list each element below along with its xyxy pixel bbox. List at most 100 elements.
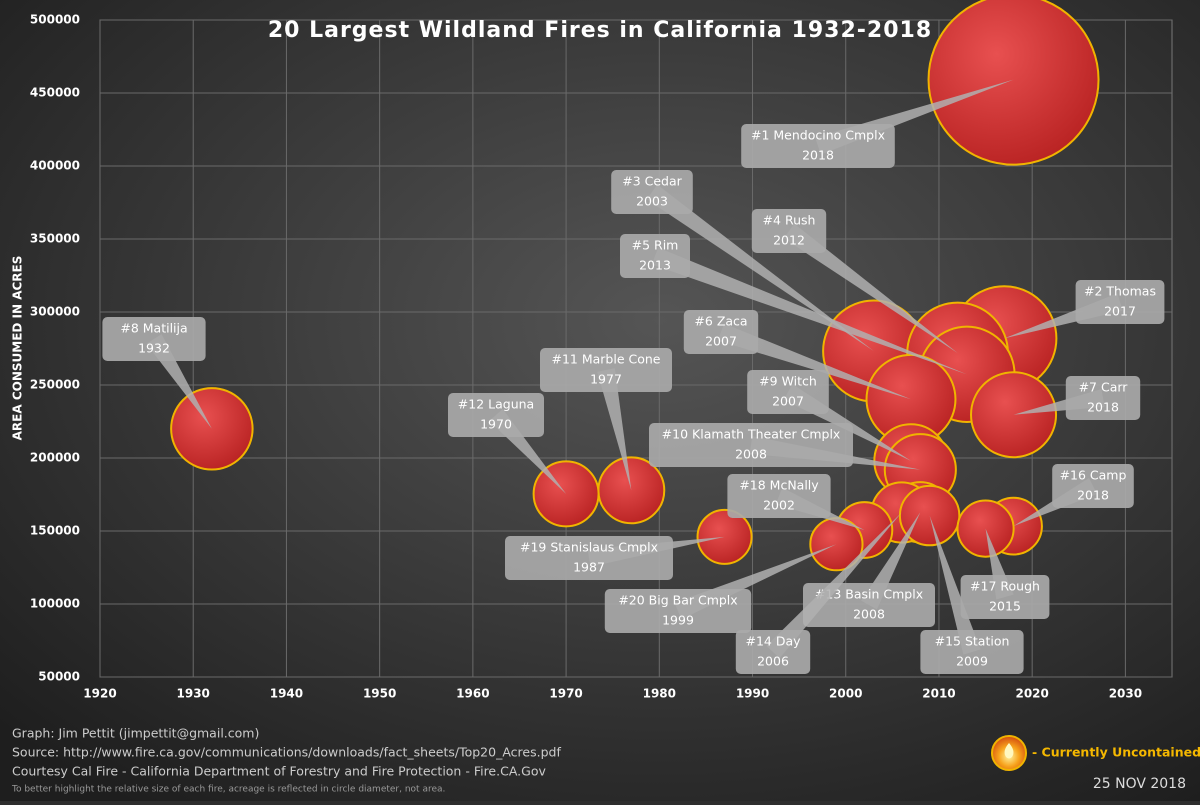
y-tick-label: 300000: [30, 305, 80, 319]
legend-label: - Currently Uncontained: [1032, 745, 1200, 760]
callout-year: 1977: [590, 372, 622, 387]
callout-pointer: [651, 247, 967, 375]
callout-year: 2003: [636, 194, 668, 209]
callout-year: 1999: [662, 613, 694, 628]
callout-year: 2018: [1087, 400, 1119, 415]
x-tick-label: 1990: [736, 687, 769, 701]
callout-label: #17 Rough: [970, 579, 1040, 594]
callout-pointer: [646, 184, 874, 352]
footer-line: Source: http://www.fire.ca.gov/communica…: [12, 745, 561, 760]
callout-year: 2017: [1104, 304, 1136, 319]
callout-box: [102, 317, 206, 361]
x-tick-label: 1940: [270, 687, 303, 701]
x-tick-label: 2020: [1015, 687, 1048, 701]
x-tick-label: 1920: [83, 687, 116, 701]
callout-label: #10 Klamath Theater Cmplx: [662, 427, 841, 442]
footer-line: Graph: Jim Pettit (jimpettit@gmail.com): [12, 726, 259, 741]
callout-year: 2012: [773, 233, 805, 248]
callout-year: 2018: [1077, 488, 1109, 503]
callout-box: [735, 630, 811, 674]
date: 25 NOV 2018: [1093, 776, 1186, 792]
bubble: [927, 0, 1100, 166]
callout-year: 2006: [757, 654, 789, 669]
x-tick-label: 1930: [177, 687, 210, 701]
callout-label: #18 McNally: [739, 478, 819, 493]
callout-box: [611, 170, 693, 214]
callout-pointer: [597, 368, 632, 491]
y-tick-label: 400000: [30, 159, 80, 173]
callout-year: 2013: [639, 258, 671, 273]
callout-year: 2015: [989, 599, 1021, 614]
callout-label: #1 Mendocino Cmplx: [751, 128, 885, 143]
callout-label: #2 Thomas: [1084, 284, 1156, 299]
footer-line: Courtesy Cal Fire - California Departmen…: [12, 764, 546, 779]
callout-label: #20 Big Bar Cmplx: [618, 593, 737, 608]
callout-box: [727, 474, 831, 518]
callout-label: #16 Camp: [1060, 468, 1127, 483]
callout-label: #14 Day: [745, 634, 801, 649]
x-tick-label: 1960: [456, 687, 489, 701]
callout-label: #12 Laguna: [458, 397, 534, 412]
y-tick-label: 100000: [30, 597, 80, 611]
callout-box: [683, 310, 759, 354]
callout-box: [1075, 280, 1165, 324]
callout-label: #7 Carr: [1079, 380, 1129, 395]
callout-year: 2007: [772, 394, 804, 409]
y-tick-label: 450000: [30, 86, 80, 100]
y-tick-label: 500000: [30, 13, 80, 27]
callout-label: #6 Zaca: [694, 314, 747, 329]
bubble: [970, 371, 1058, 459]
callout-label: #4 Rush: [763, 213, 816, 228]
y-tick-label: 250000: [30, 378, 80, 392]
bubble: [597, 456, 666, 525]
callout-year: 1970: [480, 417, 512, 432]
callout-box: [747, 370, 829, 414]
callout-label: #15 Station: [935, 634, 1010, 649]
callout-box: [1065, 376, 1141, 420]
x-tick-label: 2000: [829, 687, 862, 701]
callout-box: [920, 630, 1024, 674]
callout-label: #9 Witch: [759, 374, 817, 389]
callout-box: [604, 589, 752, 633]
callout-year: 2007: [705, 334, 737, 349]
callout-year: 2008: [735, 447, 767, 462]
callout-pointer: [783, 223, 958, 354]
callout-year: 2002: [763, 498, 795, 513]
callout-box: [803, 583, 935, 627]
y-tick-label: 350000: [30, 232, 80, 246]
legend-flame: [1004, 743, 1014, 759]
callout-box: [960, 575, 1050, 619]
x-tick-label: 1980: [643, 687, 676, 701]
y-axis-label: AREA CONSUMED IN ACRES: [11, 256, 25, 441]
callout-box: [540, 348, 672, 392]
y-tick-label: 200000: [30, 451, 80, 465]
y-tick-label: 150000: [30, 524, 80, 538]
callout-label: #11 Marble Cone: [552, 352, 661, 367]
callout-box: [649, 423, 853, 467]
callout-year: 2018: [802, 148, 834, 163]
callout-year: 2008: [853, 607, 885, 622]
callout-box: [1052, 464, 1134, 508]
y-tick-label: 50000: [38, 670, 80, 684]
callout-year: 2009: [956, 654, 988, 669]
callout-pointer: [717, 323, 911, 400]
callout-label: #8 Matilija: [120, 321, 187, 336]
callout-year: 1932: [138, 341, 170, 356]
callout-box: [505, 536, 673, 580]
x-tick-label: 1950: [363, 687, 396, 701]
callout-label: #13 Basin Cmplx: [815, 587, 923, 602]
callout-box: [448, 393, 544, 437]
callout-box: [751, 209, 827, 253]
callout-box: [741, 124, 895, 168]
x-tick-label: 1970: [549, 687, 582, 701]
callout-year: 1987: [573, 560, 605, 575]
x-tick-label: 2010: [922, 687, 955, 701]
chart-title: 20 Largest Wildland Fires in California …: [268, 18, 932, 43]
callout-pointer: [929, 515, 981, 655]
footer-note: To better highlight the relative size of…: [11, 785, 445, 795]
callout-label: #19 Stanislaus Cmplx: [520, 540, 658, 555]
callout-pointer: [766, 512, 902, 659]
callout-label: #5 Rim: [632, 238, 679, 253]
callout-box: [620, 234, 690, 278]
